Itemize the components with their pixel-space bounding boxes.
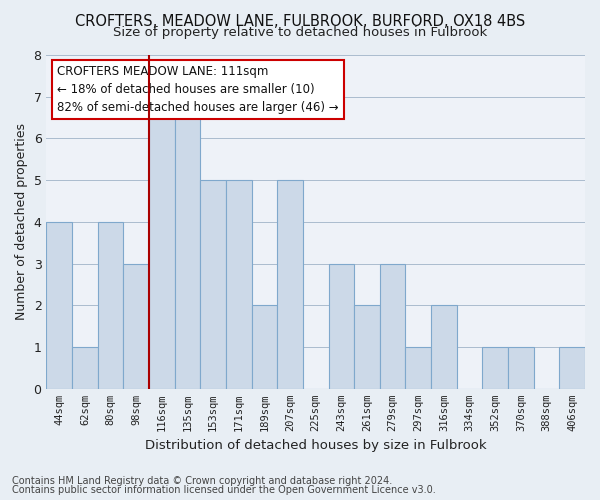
- Text: Contains public sector information licensed under the Open Government Licence v3: Contains public sector information licen…: [12, 485, 436, 495]
- Bar: [482, 347, 508, 389]
- Bar: [329, 264, 354, 389]
- Text: CROFTERS MEADOW LANE: 111sqm
← 18% of detached houses are smaller (10)
82% of se: CROFTERS MEADOW LANE: 111sqm ← 18% of de…: [57, 65, 339, 114]
- Bar: [149, 96, 175, 389]
- Bar: [72, 347, 98, 389]
- Bar: [175, 96, 200, 389]
- Bar: [251, 306, 277, 389]
- Y-axis label: Number of detached properties: Number of detached properties: [15, 124, 28, 320]
- Bar: [98, 222, 124, 389]
- Bar: [200, 180, 226, 389]
- Bar: [277, 180, 303, 389]
- Text: Size of property relative to detached houses in Fulbrook: Size of property relative to detached ho…: [113, 26, 487, 39]
- Bar: [380, 264, 406, 389]
- Text: Contains HM Land Registry data © Crown copyright and database right 2024.: Contains HM Land Registry data © Crown c…: [12, 476, 392, 486]
- Bar: [431, 306, 457, 389]
- Text: CROFTERS, MEADOW LANE, FULBROOK, BURFORD, OX18 4BS: CROFTERS, MEADOW LANE, FULBROOK, BURFORD…: [75, 14, 525, 29]
- Bar: [559, 347, 585, 389]
- Bar: [354, 306, 380, 389]
- Bar: [508, 347, 534, 389]
- Bar: [46, 222, 72, 389]
- Bar: [406, 347, 431, 389]
- X-axis label: Distribution of detached houses by size in Fulbrook: Distribution of detached houses by size …: [145, 440, 487, 452]
- Bar: [124, 264, 149, 389]
- Bar: [226, 180, 251, 389]
